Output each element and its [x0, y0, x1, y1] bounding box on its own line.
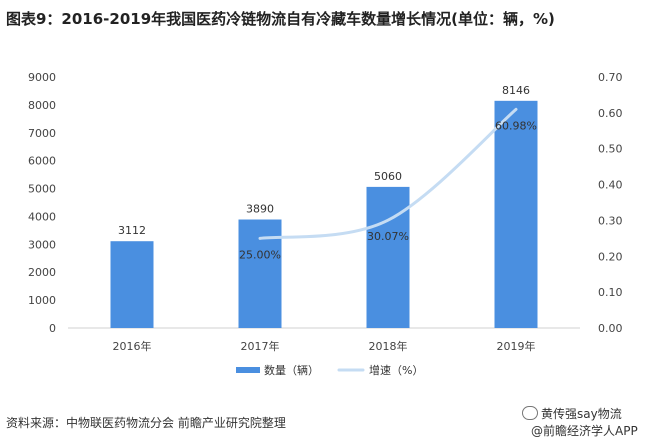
- wechat-account: 黄传强say物流: [522, 406, 622, 421]
- right-tick-label: 0.60: [598, 107, 623, 120]
- bar-value-label: 3112: [118, 224, 146, 237]
- x-tick-label: 2017年: [241, 339, 280, 353]
- left-tick-label: 3000: [28, 238, 56, 251]
- growth-value-label: 25.00%: [239, 248, 281, 261]
- bars: 3112 3890 5060 8146: [110, 84, 538, 328]
- bar: [366, 186, 410, 328]
- growth-value-label: 30.07%: [367, 230, 409, 243]
- bar-value-label: 5060: [374, 170, 402, 183]
- right-axis: 0.00 0.10 0.20 0.30 0.40 0.50 0.60 0.70: [598, 71, 623, 335]
- app-credit: @前瞻经济学人APP: [531, 424, 638, 438]
- left-tick-label: 9000: [28, 71, 56, 84]
- bar: [238, 219, 282, 328]
- growth-line-series: 25.00% 30.07% 60.98%: [239, 107, 537, 261]
- left-tick-label: 0: [49, 322, 56, 335]
- right-tick-label: 0.40: [598, 179, 623, 192]
- x-tick-label: 2018年: [369, 339, 408, 353]
- x-tick-label: 2019年: [497, 339, 536, 353]
- growth-line: [258, 107, 518, 240]
- right-tick-label: 0.20: [598, 250, 623, 263]
- wechat-icon: [522, 406, 538, 420]
- left-axis: 0 1000 2000 3000 4000 5000 6000 7000 8000 9000: [28, 71, 56, 335]
- left-tick-label: 1000: [28, 294, 56, 307]
- legend: 数量（辆） 增速（%）: [236, 363, 423, 377]
- right-tick-label: 0.10: [598, 286, 623, 299]
- left-tick-label: 6000: [28, 155, 56, 168]
- legend-label-bars: 数量（辆）: [264, 363, 319, 377]
- bar: [110, 241, 154, 328]
- legend-label-line: 增速（%）: [369, 363, 423, 377]
- left-tick-label: 4000: [28, 210, 56, 223]
- chart-title: 图表9：2016-2019年我国医药冷链物流自有冷藏车数量增长情况(单位：辆，%…: [6, 10, 555, 28]
- right-tick-label: 0.50: [598, 143, 623, 156]
- bar: [494, 100, 538, 328]
- wechat-label: 黄传强say物流: [541, 407, 622, 421]
- right-tick-label: 0.00: [598, 322, 623, 335]
- left-tick-label: 5000: [28, 183, 56, 196]
- right-tick-label: 0.30: [598, 214, 623, 227]
- source-note: 资料来源：中物联医药物流分会 前瞻产业研究院整理: [6, 416, 286, 430]
- legend-swatch-bars: [236, 367, 260, 373]
- bar-value-label: 8146: [502, 84, 530, 97]
- left-tick-label: 2000: [28, 266, 56, 279]
- left-tick-label: 7000: [28, 127, 56, 140]
- x-tick-labels: 2016年 2017年 2018年 2019年: [113, 339, 536, 353]
- right-tick-label: 0.70: [598, 71, 623, 84]
- x-tick-label: 2016年: [113, 339, 152, 353]
- bar-value-label: 3890: [246, 203, 274, 216]
- left-tick-label: 8000: [28, 99, 56, 112]
- growth-value-label: 60.98%: [495, 119, 537, 132]
